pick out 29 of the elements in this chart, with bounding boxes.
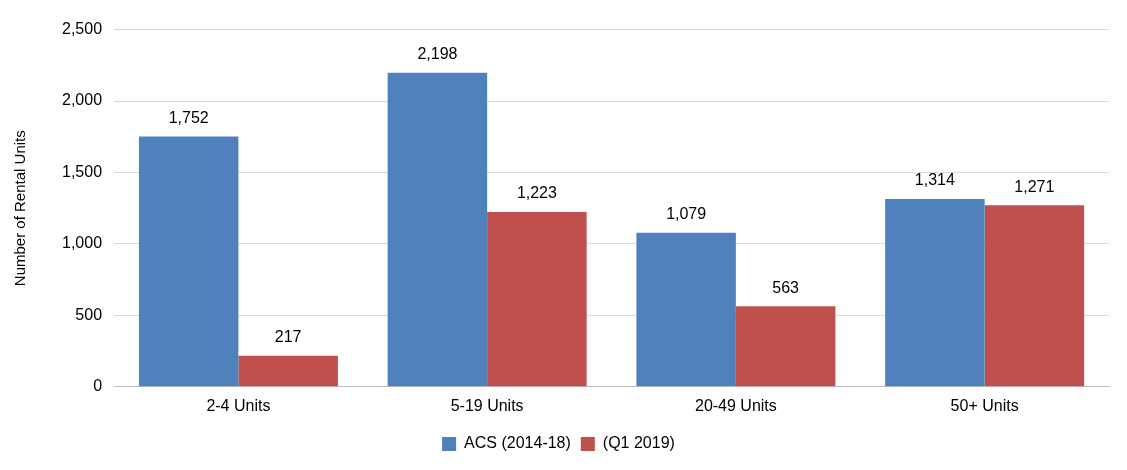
data-label: 217 (274, 328, 302, 346)
data-label: 1,079 (666, 205, 707, 223)
bar (735, 306, 836, 387)
data-label: 2,198 (417, 45, 458, 63)
legend-label: ACS (2014-18) (464, 434, 571, 452)
y-tick-label: 1,500 (61, 162, 103, 180)
bar (636, 232, 736, 387)
y-tick-label: 0 (93, 377, 103, 395)
data-label: 1,314 (914, 171, 955, 189)
bar (387, 72, 488, 387)
bar (138, 136, 239, 387)
bar (487, 212, 587, 387)
x-tick-label: 2-4 Units (206, 396, 271, 414)
x-tick-label: 50+ Units (950, 396, 1019, 414)
x-tick-label: 20-49 Units (694, 396, 777, 414)
data-label: 1,223 (516, 184, 558, 202)
data-label: 1,271 (1014, 177, 1055, 195)
y-axis-title: Number of Rental Units (11, 130, 29, 287)
x-tick-label: 5-19 Units (450, 396, 524, 414)
bar (238, 355, 338, 387)
data-label: 1,752 (168, 108, 209, 126)
y-tick-label: 1,000 (61, 234, 103, 252)
data-label: 563 (772, 278, 800, 296)
y-tick-label: 500 (75, 305, 103, 323)
y-tick-label: 2,000 (61, 91, 103, 109)
bar (984, 205, 1085, 387)
y-tick-label: 2,500 (61, 20, 103, 38)
bar (885, 199, 985, 387)
legend-label: (Q1 2019) (602, 434, 675, 452)
